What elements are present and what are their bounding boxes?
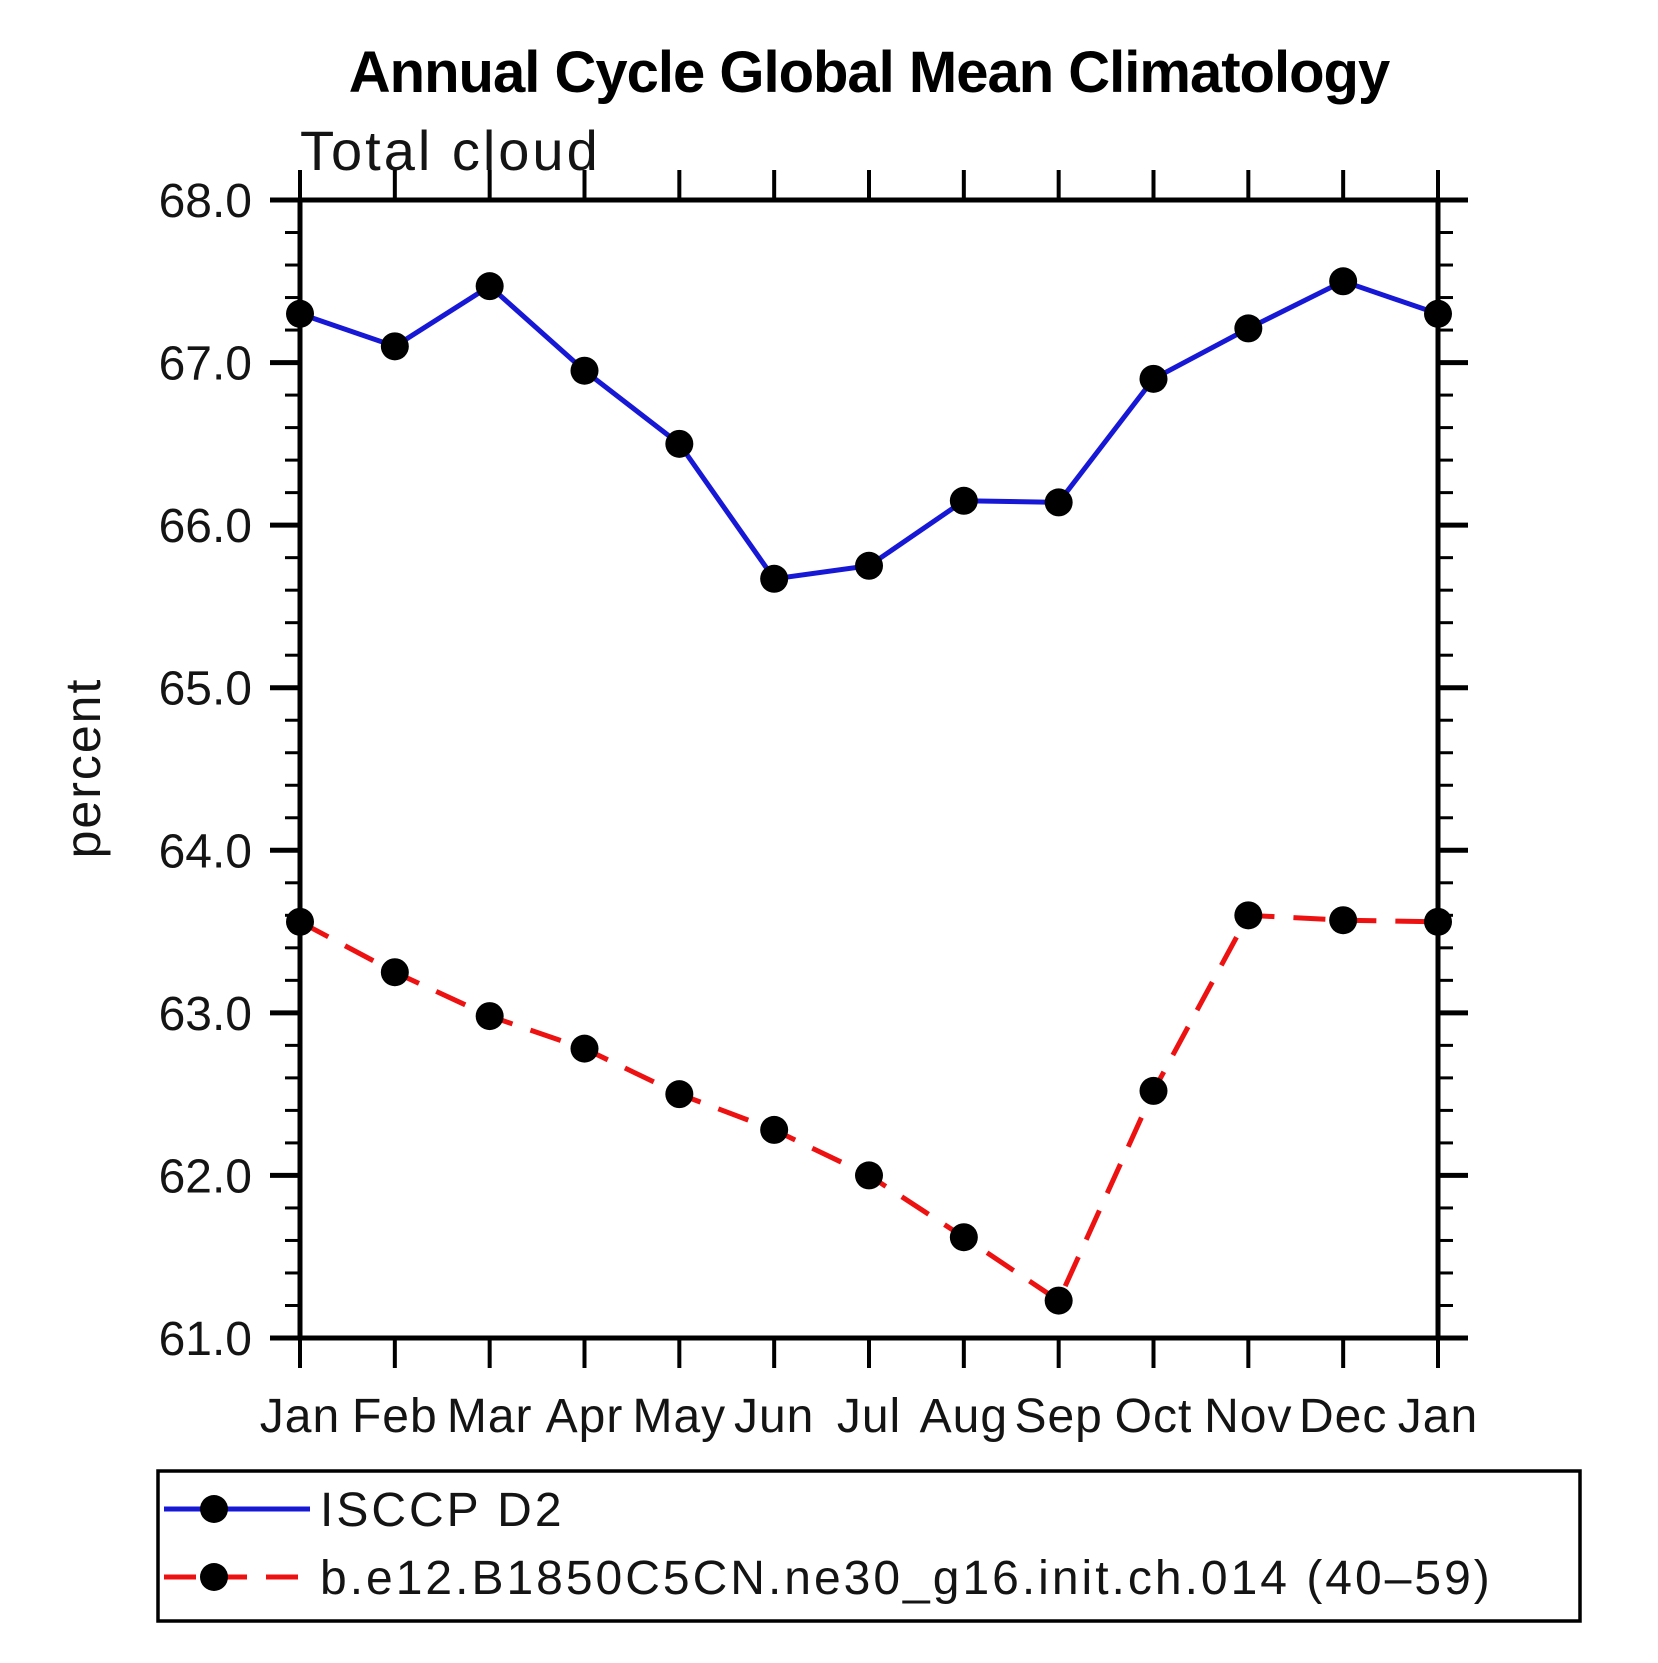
data-point	[1139, 364, 1168, 393]
series-line	[299, 278, 1439, 582]
y-axis-label: percent	[55, 678, 111, 859]
data-point	[570, 1034, 599, 1063]
data-point	[1329, 906, 1358, 935]
month-label: Mar	[447, 1390, 533, 1443]
data-point	[570, 356, 599, 385]
data-point	[1424, 907, 1452, 936]
legend-swatch-marker	[200, 1495, 228, 1523]
legend-label: ISCCP D2	[320, 1484, 565, 1537]
month-label: Oct	[1115, 1390, 1193, 1443]
y-tick-label: 66.0	[159, 500, 252, 553]
legend-label: b.e12.B1850C5CN.ne30_g16.init.ch.014 (40…	[320, 1552, 1493, 1605]
data-point	[1044, 488, 1073, 517]
month-label: Jan	[1398, 1390, 1478, 1443]
y-tick-label: 63.0	[159, 988, 252, 1041]
data-point	[1329, 267, 1358, 296]
data-point	[286, 907, 314, 936]
data-point	[380, 332, 409, 361]
data-point	[760, 1115, 789, 1144]
data-point	[475, 1002, 504, 1031]
chart-title: Annual Cycle Global Mean Climatology	[349, 40, 1390, 105]
data-point	[665, 1080, 694, 1109]
month-label: Feb	[352, 1390, 438, 1443]
data-point	[949, 1223, 978, 1252]
data-point	[1234, 901, 1263, 930]
y-tick-label: 62.0	[159, 1150, 252, 1203]
series-line	[298, 912, 1439, 1305]
month-label: Aug	[920, 1390, 1008, 1443]
plot-frame	[297, 197, 1441, 1341]
data-point	[1424, 299, 1452, 328]
month-label: Sep	[1014, 1390, 1102, 1443]
chart-subtitle: Total cloud	[300, 119, 601, 182]
legend-swatch-marker	[200, 1563, 228, 1591]
month-label: May	[632, 1390, 726, 1443]
data-point	[760, 564, 789, 593]
data-point	[1139, 1076, 1168, 1105]
month-label: Nov	[1204, 1390, 1292, 1443]
month-label: Jun	[734, 1390, 814, 1443]
legend: ISCCP D2 b.e12.B1850C5CN.ne30_g16.init.ch…	[156, 1469, 1582, 1623]
data-series	[286, 267, 1452, 1315]
y-tick-label: 64.0	[159, 825, 252, 878]
y-tick-label: 61.0	[159, 1313, 252, 1366]
data-point	[665, 429, 694, 458]
plot-border	[297, 197, 1441, 1341]
y-tick-label: 68.0	[159, 175, 252, 228]
month-label: Jan	[260, 1390, 340, 1443]
data-point	[475, 272, 504, 301]
data-point	[855, 1161, 883, 1190]
data-point	[855, 551, 883, 580]
y-tick-label: 67.0	[159, 338, 252, 391]
y-tick-label: 65.0	[159, 663, 252, 716]
month-label: Dec	[1299, 1390, 1387, 1443]
data-point	[1044, 1286, 1073, 1315]
data-point	[1234, 314, 1263, 343]
legend-box	[156, 1469, 1582, 1623]
data-point	[286, 299, 314, 328]
data-point	[949, 486, 978, 515]
data-point	[380, 958, 409, 987]
month-label: Apr	[546, 1390, 624, 1443]
month-label: Jul	[837, 1390, 901, 1443]
